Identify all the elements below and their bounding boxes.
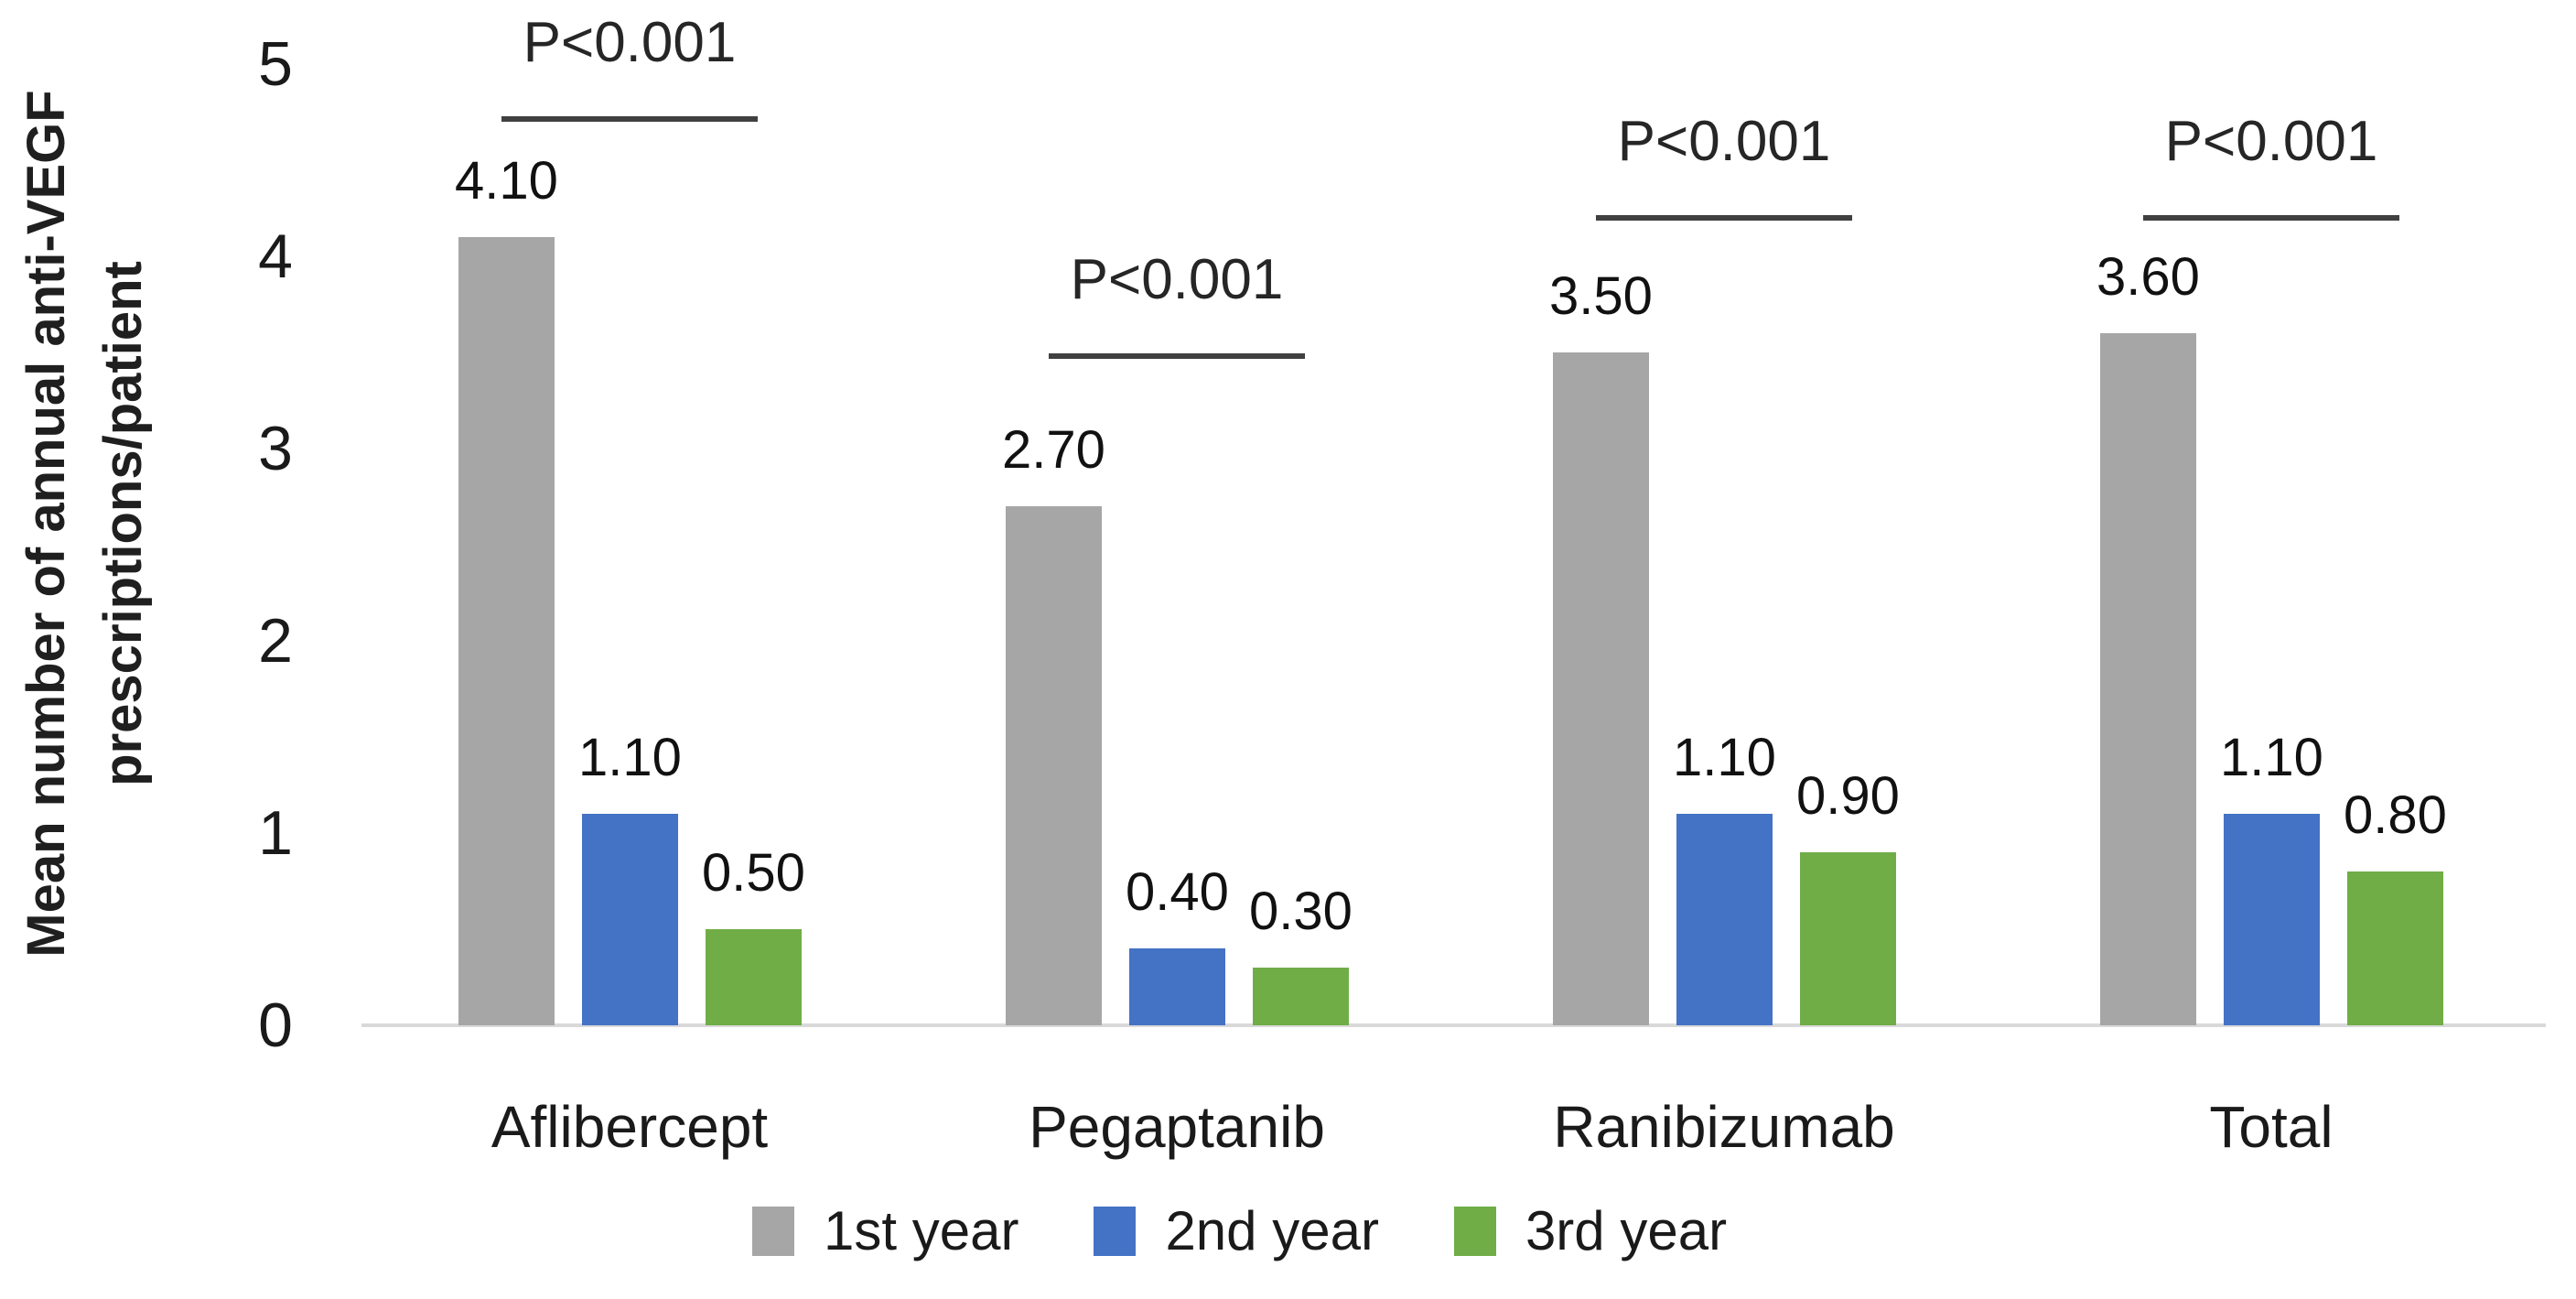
- y-tick-label-2: 2: [258, 606, 293, 676]
- value-label-total-2nd-year: 1.10: [2220, 728, 2323, 787]
- value-label-ranibizumab-3rd-year: 0.90: [1796, 766, 1900, 826]
- legend-swatch-2nd-year: [1094, 1207, 1137, 1256]
- legend-label-3rd-year: 3rd year: [1525, 1200, 1728, 1261]
- bar-ranibizumab-2nd-year: [1676, 814, 1773, 1025]
- x-axis-line: [361, 1023, 2546, 1027]
- significance-label-pegaptanib: P<0.001: [1070, 248, 1284, 311]
- legend-swatch-1st-year: [752, 1207, 794, 1256]
- significance-line-ranibizumab: [1596, 215, 1852, 221]
- y-tick-label-4: 4: [258, 222, 293, 291]
- legend-label-2nd-year: 2nd year: [1165, 1200, 1379, 1261]
- value-label-pegaptanib-2nd-year: 0.40: [1126, 862, 1229, 922]
- bar-pegaptanib-1st-year: [1006, 506, 1102, 1025]
- value-label-ranibizumab-1st-year: 3.50: [1549, 266, 1653, 326]
- bar-ranibizumab-3rd-year: [1800, 852, 1896, 1025]
- y-tick-label-5: 5: [258, 29, 293, 99]
- bar-total-1st-year: [2100, 333, 2196, 1025]
- legend-item-2nd-year: 2nd year: [1094, 1201, 1379, 1261]
- bar-total-2nd-year: [2224, 814, 2320, 1025]
- value-label-pegaptanib-1st-year: 2.70: [1002, 420, 1105, 480]
- y-tick-label-1: 1: [258, 798, 293, 868]
- value-label-aflibercept-1st-year: 4.10: [455, 151, 558, 211]
- bar-total-3rd-year: [2347, 871, 2443, 1025]
- significance-label-total: P<0.001: [2164, 110, 2378, 173]
- value-label-total-1st-year: 3.60: [2096, 247, 2200, 307]
- significance-line-aflibercept: [501, 116, 758, 122]
- bar-aflibercept-3rd-year: [706, 929, 802, 1025]
- bar-ranibizumab-1st-year: [1553, 352, 1649, 1025]
- legend: 1st year 2nd year 3rd year: [752, 1201, 1727, 1261]
- value-label-aflibercept-2nd-year: 1.10: [578, 728, 682, 787]
- value-label-total-3rd-year: 0.80: [2344, 785, 2447, 845]
- value-label-ranibizumab-2nd-year: 1.10: [1673, 728, 1776, 787]
- category-label-ranibizumab: Ranibizumab: [1553, 1094, 1895, 1160]
- category-label-pegaptanib: Pegaptanib: [1029, 1094, 1325, 1160]
- category-label-total: Total: [2209, 1094, 2333, 1160]
- significance-label-ranibizumab: P<0.001: [1617, 110, 1831, 173]
- legend-label-1st-year: 1st year: [824, 1200, 1019, 1261]
- bar-aflibercept-1st-year: [458, 237, 555, 1025]
- legend-item-3rd-year: 3rd year: [1453, 1200, 1728, 1261]
- y-axis-title-line1: Mean number of annual anti-VEGF: [16, 90, 76, 958]
- bar-aflibercept-2nd-year: [582, 814, 678, 1025]
- significance-line-pegaptanib: [1049, 353, 1305, 359]
- y-axis-title: Mean number of annual anti-VEGF prescrip…: [8, 61, 162, 986]
- legend-swatch-3rd-year: [1453, 1207, 1496, 1256]
- value-label-aflibercept-3rd-year: 0.50: [702, 843, 805, 903]
- category-label-aflibercept: Aflibercept: [490, 1094, 769, 1160]
- significance-label-aflibercept: P<0.001: [523, 11, 737, 74]
- bar-pegaptanib-3rd-year: [1253, 968, 1349, 1025]
- legend-item-1st-year: 1st year: [752, 1201, 1019, 1261]
- y-tick-label-0: 0: [258, 990, 293, 1060]
- bar-pegaptanib-2nd-year: [1129, 948, 1225, 1025]
- y-tick-label-3: 3: [258, 414, 293, 483]
- significance-line-total: [2143, 215, 2399, 221]
- value-label-pegaptanib-3rd-year: 0.30: [1249, 882, 1353, 941]
